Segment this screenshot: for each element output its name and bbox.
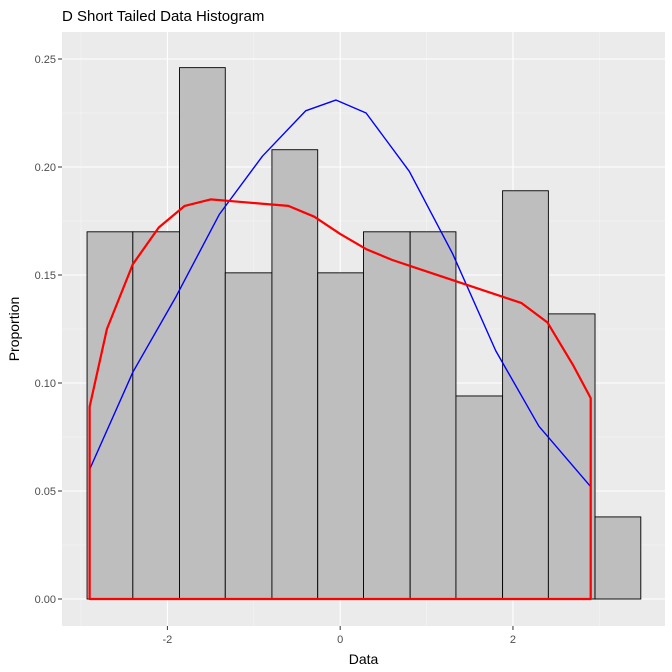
histogram-bar <box>224 272 273 600</box>
y-tick-labels: 0.00 0.05 0.10 0.15 0.20 0.25 <box>35 54 56 606</box>
histogram-bar <box>547 313 596 600</box>
histogram-bar <box>594 516 642 600</box>
histogram-bar <box>409 231 457 600</box>
histogram-bar <box>317 272 364 600</box>
axis-ticks <box>58 58 514 630</box>
normal-curve <box>89 99 592 488</box>
x-tick-label: 2 <box>510 634 516 646</box>
histogram-bar <box>455 395 504 600</box>
y-tick-label: 0.05 <box>35 486 56 498</box>
curve-lines <box>88 99 592 601</box>
y-tick-label: 0.20 <box>35 162 56 174</box>
histogram-bar <box>86 231 134 600</box>
density-curve <box>88 198 592 601</box>
x-axis-title: Data <box>349 651 379 667</box>
x-tick-labels: -2 0 2 <box>163 634 517 646</box>
x-tick-label: 0 <box>337 634 343 646</box>
histogram-bar <box>179 67 226 600</box>
histogram-bars <box>86 67 642 600</box>
y-tick-label: 0.25 <box>35 54 56 66</box>
y-axis-title: Proportion <box>6 297 22 362</box>
y-tick-label: 0.15 <box>35 270 56 282</box>
chart-title: D Short Tailed Data Histogram <box>62 8 264 25</box>
x-tick-label: -2 <box>163 634 173 646</box>
y-tick-label: 0.10 <box>35 378 56 390</box>
histogram-bar <box>502 190 549 600</box>
y-tick-label: 0.00 <box>35 594 56 606</box>
histogram-bar <box>271 149 319 600</box>
histogram-bar <box>363 231 411 600</box>
histogram-bar <box>132 231 180 600</box>
